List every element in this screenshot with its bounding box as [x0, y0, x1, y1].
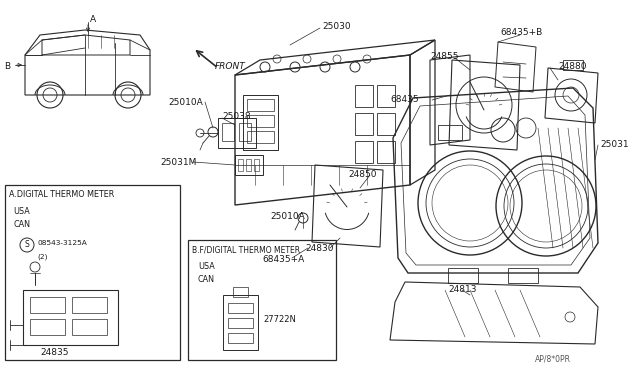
- Text: 24855: 24855: [430, 52, 458, 61]
- Bar: [355, 113, 373, 135]
- Text: 25031M: 25031M: [160, 158, 196, 167]
- Text: 24813: 24813: [448, 285, 477, 294]
- Text: 24830: 24830: [305, 244, 333, 253]
- Text: 24835: 24835: [40, 348, 68, 357]
- Bar: [30, 319, 65, 335]
- Bar: [72, 319, 107, 335]
- Bar: [243, 95, 278, 150]
- Bar: [233, 287, 248, 297]
- Bar: [235, 155, 263, 175]
- Bar: [247, 115, 274, 127]
- Bar: [438, 125, 462, 140]
- Text: CAN: CAN: [13, 220, 30, 229]
- Text: A: A: [90, 15, 96, 24]
- Bar: [355, 141, 373, 163]
- Text: 25010A: 25010A: [270, 212, 305, 221]
- Text: 68435+B: 68435+B: [500, 28, 542, 37]
- Text: 68435: 68435: [390, 95, 419, 104]
- Text: USA: USA: [198, 262, 215, 271]
- Text: FRONT: FRONT: [215, 62, 246, 71]
- Text: 27722N: 27722N: [263, 315, 296, 324]
- Bar: [377, 85, 395, 107]
- Bar: [5, 185, 180, 360]
- Bar: [247, 131, 274, 143]
- Text: 25031: 25031: [600, 140, 628, 149]
- Text: B: B: [4, 62, 10, 71]
- Text: 24880: 24880: [558, 62, 586, 71]
- Bar: [377, 113, 395, 135]
- Text: A.DIGITAL THERMO METER: A.DIGITAL THERMO METER: [9, 190, 115, 199]
- Bar: [228, 333, 253, 343]
- Bar: [508, 268, 538, 283]
- Bar: [355, 85, 373, 107]
- Text: CAN: CAN: [198, 275, 215, 284]
- Text: AP/8*0PR: AP/8*0PR: [535, 355, 571, 364]
- Bar: [222, 123, 234, 141]
- Bar: [188, 240, 336, 360]
- Bar: [247, 99, 274, 111]
- Bar: [563, 60, 583, 70]
- Text: B.F/DIGITAL THERMO METER: B.F/DIGITAL THERMO METER: [192, 245, 300, 254]
- Text: USA: USA: [13, 207, 29, 216]
- Bar: [223, 295, 258, 350]
- Bar: [238, 159, 243, 171]
- Text: 25030: 25030: [322, 22, 351, 31]
- Bar: [228, 303, 253, 313]
- Text: 68435+A: 68435+A: [262, 255, 304, 264]
- Text: S: S: [24, 240, 29, 249]
- Bar: [239, 123, 251, 141]
- Text: 25038: 25038: [222, 112, 251, 121]
- Bar: [246, 159, 251, 171]
- Bar: [30, 297, 65, 313]
- Bar: [254, 159, 259, 171]
- Bar: [448, 268, 478, 283]
- Bar: [72, 297, 107, 313]
- Bar: [218, 118, 256, 148]
- Text: 25010A: 25010A: [168, 98, 203, 107]
- Text: 08543-3125A: 08543-3125A: [37, 240, 87, 246]
- Bar: [377, 141, 395, 163]
- Bar: [23, 290, 118, 345]
- Text: (2): (2): [37, 253, 47, 260]
- Bar: [228, 318, 253, 328]
- Text: 24850: 24850: [348, 170, 376, 179]
